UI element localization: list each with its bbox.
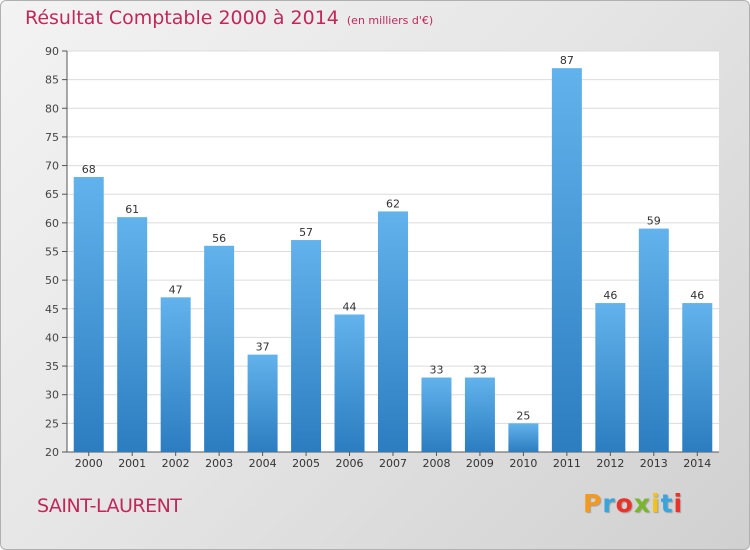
data-label-2014: 46	[690, 289, 704, 302]
data-label-2013: 59	[647, 215, 661, 228]
y-tick-label: 75	[45, 131, 59, 144]
x-tick-label-2004: 2004	[249, 457, 277, 470]
chart-header: Résultat Comptable 2000 à 2014 (en millie…	[25, 7, 433, 29]
x-tick-label-2009: 2009	[466, 457, 494, 470]
brand-letter: x	[633, 489, 651, 518]
bar-2008	[421, 377, 452, 452]
data-label-2011: 87	[560, 54, 574, 67]
data-labels: 68 61 47 56 37 57 44 62 33 33 25 87 46 59 46	[82, 54, 705, 422]
brand-letter: i	[673, 489, 684, 518]
x-tick-label-2000: 2000	[75, 457, 103, 470]
x-tick-label-2014: 2014	[683, 457, 711, 470]
brand-letter: P	[583, 489, 603, 518]
x-tick-label-2003: 2003	[205, 457, 233, 470]
y-tick-label: 35	[45, 360, 59, 373]
y-tick-label: 70	[45, 160, 59, 173]
y-tick-label: 90	[45, 45, 59, 58]
location-name: SAINT-LAURENT	[37, 495, 182, 517]
brand-letter: o	[615, 489, 634, 518]
y-tick-label: 40	[45, 331, 59, 344]
bar-2000	[73, 177, 104, 452]
y-tick-label: 55	[45, 246, 59, 259]
x-tick-label-2008: 2008	[422, 457, 450, 470]
y-tick-label: 45	[45, 303, 59, 316]
x-tick-label-2001: 2001	[118, 457, 146, 470]
bar-2013	[638, 228, 669, 452]
data-label-2003: 56	[212, 232, 226, 245]
data-label-2008: 33	[429, 364, 443, 377]
y-tick-label: 25	[45, 417, 59, 430]
data-label-2010: 25	[516, 409, 530, 422]
x-tick-label-2012: 2012	[596, 457, 624, 470]
x-tick-label-2002: 2002	[162, 457, 190, 470]
bar-2006	[334, 314, 365, 452]
bar-2002	[160, 297, 191, 452]
bar-2007	[378, 211, 408, 452]
bar-2001	[117, 217, 148, 452]
y-tick-label: 80	[45, 102, 59, 115]
x-tick-label-2005: 2005	[292, 457, 320, 470]
chart-subtitle: (en milliers d'€)	[346, 14, 434, 27]
brand-logo: Proxiti	[583, 489, 683, 518]
bar-2009	[464, 377, 495, 452]
bar-2004	[247, 354, 278, 452]
x-tick-label-2011: 2011	[553, 457, 581, 470]
data-label-2009: 33	[473, 364, 487, 377]
y-tick-label: 30	[45, 389, 59, 402]
bar-2010	[508, 423, 539, 452]
y-tick-label: 85	[45, 74, 59, 87]
x-tick-label-2013: 2013	[640, 457, 668, 470]
data-label-2012: 46	[603, 289, 617, 302]
brand-letter: t	[660, 489, 674, 518]
axes: 20 25 30 35 40 45 50 55 60 65 70 75 80 85 90 2000 2001 20…	[45, 45, 719, 470]
data-label-2007: 62	[386, 197, 400, 210]
data-label-2000: 68	[82, 163, 96, 176]
data-label-2005: 57	[299, 226, 313, 239]
x-tick-label-2010: 2010	[509, 457, 537, 470]
bars	[73, 68, 713, 452]
data-label-2006: 44	[343, 301, 357, 314]
y-tick-label: 20	[45, 446, 59, 459]
bar-2014	[682, 303, 713, 452]
y-tick-label: 60	[45, 217, 59, 230]
brand-letter: r	[602, 489, 616, 518]
x-tick-label-2007: 2007	[379, 457, 407, 470]
bar-2011	[551, 68, 582, 452]
chart-title: Résultat Comptable 2000 à 2014	[25, 7, 339, 29]
data-label-2001: 61	[125, 203, 139, 216]
bar-2005	[291, 240, 322, 452]
data-label-2004: 37	[256, 341, 270, 354]
y-tick-label: 50	[45, 274, 59, 287]
bar-2003	[204, 245, 235, 452]
brand-letter: i	[651, 489, 661, 518]
x-tick-label-2006: 2006	[336, 457, 364, 470]
bar-2012	[595, 303, 626, 452]
y-tick-label: 65	[45, 188, 59, 201]
data-label-2002: 47	[169, 283, 183, 296]
